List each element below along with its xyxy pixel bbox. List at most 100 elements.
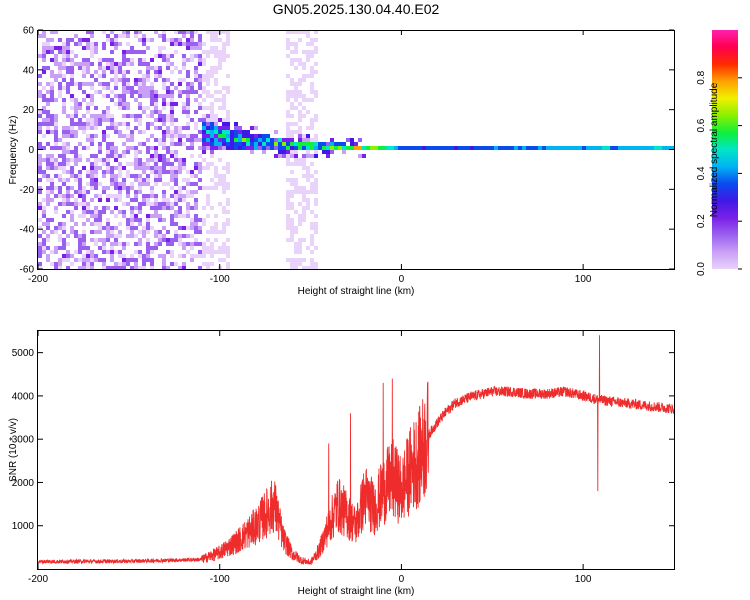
- heatmap-cell: [190, 46, 194, 50]
- heatmap-cell: [42, 238, 46, 242]
- heatmap-cell: [46, 154, 50, 158]
- heatmap-cell: [434, 146, 438, 150]
- heatmap-cell: [134, 98, 138, 102]
- heatmap-cell: [226, 86, 230, 90]
- heatmap-cell: [162, 262, 166, 266]
- heatmap-cell: [158, 218, 162, 222]
- heatmap-cell: [426, 146, 430, 150]
- heatmap-cell: [78, 118, 82, 122]
- heatmap-cell: [102, 42, 106, 46]
- heatmap-cell: [154, 198, 158, 202]
- heatmap-cell: [162, 138, 166, 142]
- heatmap-cell: [302, 146, 306, 150]
- heatmap-cell: [130, 222, 134, 226]
- heatmap-cell: [178, 254, 182, 258]
- heatmap-cell: [50, 98, 54, 102]
- heatmap-cell: [214, 50, 218, 54]
- heatmap-cell: [294, 150, 298, 154]
- heatmap-cell: [322, 142, 326, 146]
- heatmap-cell: [42, 54, 46, 58]
- heatmap-cell: [78, 246, 82, 250]
- heatmap-cell: [78, 86, 82, 90]
- heatmap-cell: [70, 226, 74, 230]
- heatmap-cell: [306, 134, 310, 138]
- heatmap-cell: [70, 158, 74, 162]
- heatmap-cell: [146, 162, 150, 166]
- heatmap-cell: [138, 182, 142, 186]
- heatmap-cell: [118, 170, 122, 174]
- heatmap-cell: [154, 194, 158, 198]
- heatmap-cell: [262, 150, 266, 154]
- heatmap-cell: [114, 250, 118, 254]
- heatmap-cell: [190, 194, 194, 198]
- heatmap-cell: [570, 146, 574, 150]
- heatmap-cell: [126, 222, 130, 226]
- heatmap-cell: [198, 254, 202, 258]
- heatmap-cell: [66, 46, 70, 50]
- heatmap-cell: [158, 114, 162, 118]
- heatmap-cell: [102, 110, 106, 114]
- heatmap-cell: [314, 78, 318, 82]
- heatmap-cell: [114, 158, 118, 162]
- heatmap-cell: [222, 138, 226, 142]
- heatmap-cell: [254, 126, 258, 130]
- heatmap-cell: [54, 250, 58, 254]
- heatmap-cell: [202, 222, 206, 226]
- heatmap-cell: [310, 182, 314, 186]
- heatmap-cell: [178, 214, 182, 218]
- heatmap-cell: [190, 134, 194, 138]
- heatmap-cell: [286, 54, 290, 58]
- heatmap-cell: [218, 230, 222, 234]
- heatmap-cell: [202, 242, 206, 246]
- heatmap-cell: [222, 258, 226, 262]
- heatmap-cell: [42, 170, 46, 174]
- heatmap-cell: [494, 146, 498, 150]
- snr-ytick-label: 2000: [12, 478, 35, 489]
- heatmap-cell: [286, 90, 290, 94]
- heatmap-cell: [86, 266, 90, 270]
- heatmap-cell: [150, 146, 154, 150]
- heatmap-cell: [118, 222, 122, 226]
- heatmap-cell: [90, 186, 94, 190]
- heatmap-cell: [58, 46, 62, 50]
- heatmap-cell: [294, 178, 298, 182]
- heatmap-cell: [170, 130, 174, 134]
- heatmap-cell: [62, 106, 66, 110]
- heatmap-cell: [222, 98, 226, 102]
- heatmap-cell: [314, 222, 318, 226]
- heatmap-cell: [154, 182, 158, 186]
- heatmap-cell: [138, 254, 142, 258]
- heatmap-cell: [154, 214, 158, 218]
- heatmap-cell: [186, 38, 190, 42]
- heatmap-cell: [362, 154, 366, 158]
- heatmap-cell: [170, 106, 174, 110]
- heatmap-cell: [38, 146, 42, 150]
- heatmap-cell: [106, 94, 110, 98]
- heatmap-cell: [626, 146, 630, 150]
- heatmap-cell: [150, 38, 154, 42]
- heatmap-cell: [182, 30, 186, 34]
- heatmap-cell: [302, 174, 306, 178]
- heatmap-cell: [178, 130, 182, 134]
- heatmap-cell: [286, 258, 290, 262]
- heatmap-cell: [286, 238, 290, 242]
- heatmap-cell: [194, 166, 198, 170]
- heatmap-cell: [98, 58, 102, 62]
- heatmap-cell: [106, 118, 110, 122]
- heatmap-cell: [130, 214, 134, 218]
- heatmap-cell: [290, 82, 294, 86]
- heatmap-cell: [298, 126, 302, 130]
- heatmap-cell: [202, 250, 206, 254]
- heatmap-cell: [226, 30, 230, 34]
- heatmap-cell: [118, 250, 122, 254]
- heatmap-cell: [206, 106, 210, 110]
- heatmap-cell: [42, 174, 46, 178]
- heatmap-cell: [122, 30, 126, 34]
- heatmap-cell: [42, 242, 46, 246]
- heatmap-cell: [106, 266, 110, 270]
- heatmap-cell: [58, 74, 62, 78]
- heatmap-cell: [182, 246, 186, 250]
- heatmap-cell: [654, 146, 658, 150]
- colorbar: 0.00.20.40.60.8 Normalized spectral ampl…: [696, 30, 742, 276]
- heatmap-cell: [94, 254, 98, 258]
